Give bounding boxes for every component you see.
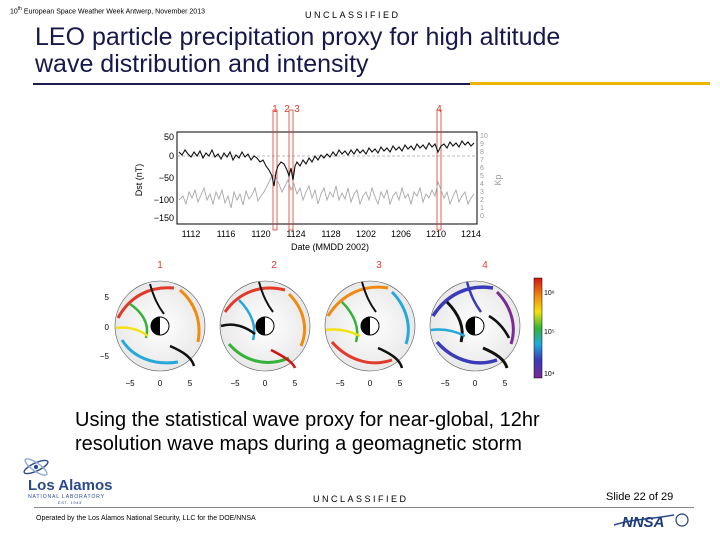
map2-xtick-neg5: −5 <box>230 379 240 388</box>
kp-tick-8: 8 <box>480 149 484 156</box>
wave-map-4 <box>429 280 521 372</box>
map-label-4: 4 <box>482 260 488 271</box>
nnsa-swoosh <box>613 514 675 526</box>
x-tick-1206: 1206 <box>391 229 411 239</box>
conference-sup: th <box>17 6 22 12</box>
nnsa-seal-icon <box>675 513 689 527</box>
footer-rule <box>34 507 694 508</box>
kp-tick-3: 3 <box>480 189 484 196</box>
colorbar-tick-1e6: 10⁶ <box>544 290 555 297</box>
map3-xtick-0: 0 <box>368 379 373 388</box>
title-line-2: wave distribution and intensity <box>35 50 369 78</box>
map-ytick-5: 5 <box>105 293 110 302</box>
logo-name: Los Alamos <box>28 477 112 494</box>
title-rule-navy <box>33 83 470 85</box>
map-label-1: 1 <box>157 260 163 271</box>
nnsa-text: NNSA <box>622 514 665 531</box>
nnsa-logo: NNSA <box>613 513 689 531</box>
x-axis-label: Date (MMDD 2002) <box>291 242 369 252</box>
wave-map-2 <box>219 280 311 372</box>
x-tick-1112: 1112 <box>182 229 201 239</box>
conference-rest: European Space Weather Week Antwerp, Nov… <box>21 8 205 16</box>
marker-column-3 <box>436 109 442 231</box>
map3-xtick-neg5: −5 <box>335 379 345 388</box>
conference-prefix: 10 <box>10 8 18 16</box>
caption-line-1: Using the statistical wave proxy for nea… <box>75 409 540 431</box>
dst-axis-label: Dst (nT) <box>134 164 144 197</box>
map-label-2: 2 <box>271 260 277 271</box>
colorbar <box>533 277 543 379</box>
kp-tick-5: 5 <box>480 173 484 180</box>
logo-established: EST. 1943 <box>58 500 82 505</box>
x-tick-1210: 1210 <box>426 229 446 239</box>
caption-line-2: resolution wave maps during a geomagneti… <box>75 433 522 455</box>
marker-label-2: 2 <box>284 104 290 115</box>
map-label-3: 3 <box>376 260 382 271</box>
map4-xtick-0: 0 <box>473 379 478 388</box>
kp-tick-9: 9 <box>480 141 484 148</box>
x-tick-1202: 1202 <box>356 229 376 239</box>
classification-footer: UNCLASSIFIED <box>313 494 409 504</box>
dst-tick-neg50: −50 <box>159 173 174 183</box>
kp-axis-label: Kp <box>493 174 503 185</box>
conference-header: 10th European Space Weather Week Antwerp… <box>10 6 205 15</box>
map2-xtick-5: 5 <box>293 379 298 388</box>
dst-tick-0: 0 <box>169 151 174 161</box>
los-alamos-logo: Los Alamos NATIONAL LABORATORY EST. 1943 <box>23 458 112 505</box>
map3-xtick-5: 5 <box>398 379 403 388</box>
marker-label-3: 3 <box>294 104 300 115</box>
marker-label-1: 1 <box>272 104 278 115</box>
marker-column-2 <box>288 109 294 231</box>
kp-tick-6: 6 <box>480 165 484 172</box>
x-tick-1120: 1120 <box>251 229 270 239</box>
storm-figure: 1 2 3 4 Dst (nT) 50 0 −50 −100 −150 10 9… <box>100 104 555 388</box>
map2-xtick-0: 0 <box>263 379 268 388</box>
map1-xtick-5: 5 <box>188 379 193 388</box>
kp-tick-1: 1 <box>480 205 484 212</box>
atom-icon <box>23 458 49 476</box>
kp-tick-10: 10 <box>480 133 488 140</box>
dst-trace <box>178 139 475 187</box>
marker-label-4: 4 <box>436 104 442 115</box>
title-line-1: LEO particle precipitation proxy for hig… <box>35 23 561 51</box>
x-tick-1214: 1214 <box>461 229 481 239</box>
wave-map-3 <box>324 280 416 372</box>
dst-tick-neg100: −100 <box>154 195 174 205</box>
classification-header: UNCLASSIFIED <box>305 10 401 20</box>
map4-xtick-5: 5 <box>503 379 508 388</box>
map1-xtick-0: 0 <box>158 379 163 388</box>
kp-trace <box>178 173 475 209</box>
operated-by-text: Operated by the Los Alamos National Secu… <box>36 515 256 522</box>
timeseries-frame <box>176 131 478 225</box>
x-tick-1116: 1116 <box>217 229 236 239</box>
kp-tick-4: 4 <box>480 181 484 188</box>
colorbar-tick-1e4: 10⁴ <box>544 371 555 378</box>
kp-tick-0: 0 <box>480 213 484 220</box>
kp-tick-7: 7 <box>480 157 484 164</box>
logo-subtitle: NATIONAL LABORATORY <box>28 494 105 500</box>
wave-map-1 <box>114 280 206 372</box>
x-tick-1128: 1128 <box>321 229 340 239</box>
map-ytick-neg5: −5 <box>100 352 110 361</box>
slide-caption: Using the statistical wave proxy for nea… <box>75 408 695 456</box>
map4-xtick-neg5: −5 <box>440 379 450 388</box>
dst-tick-50: 50 <box>164 132 174 142</box>
map-ytick-0: 0 <box>105 323 110 332</box>
title-rule-gold <box>470 82 710 85</box>
colorbar-tick-1e5: 10⁵ <box>544 329 555 336</box>
slide-number: Slide 22 of 29 <box>606 491 674 503</box>
kp-tick-2: 2 <box>480 197 484 204</box>
slide-title: LEO particle precipitation proxy for hig… <box>35 24 695 78</box>
x-tick-1124: 1124 <box>286 229 305 239</box>
map1-xtick-neg5: −5 <box>125 379 135 388</box>
dst-tick-neg150: −150 <box>154 213 174 223</box>
